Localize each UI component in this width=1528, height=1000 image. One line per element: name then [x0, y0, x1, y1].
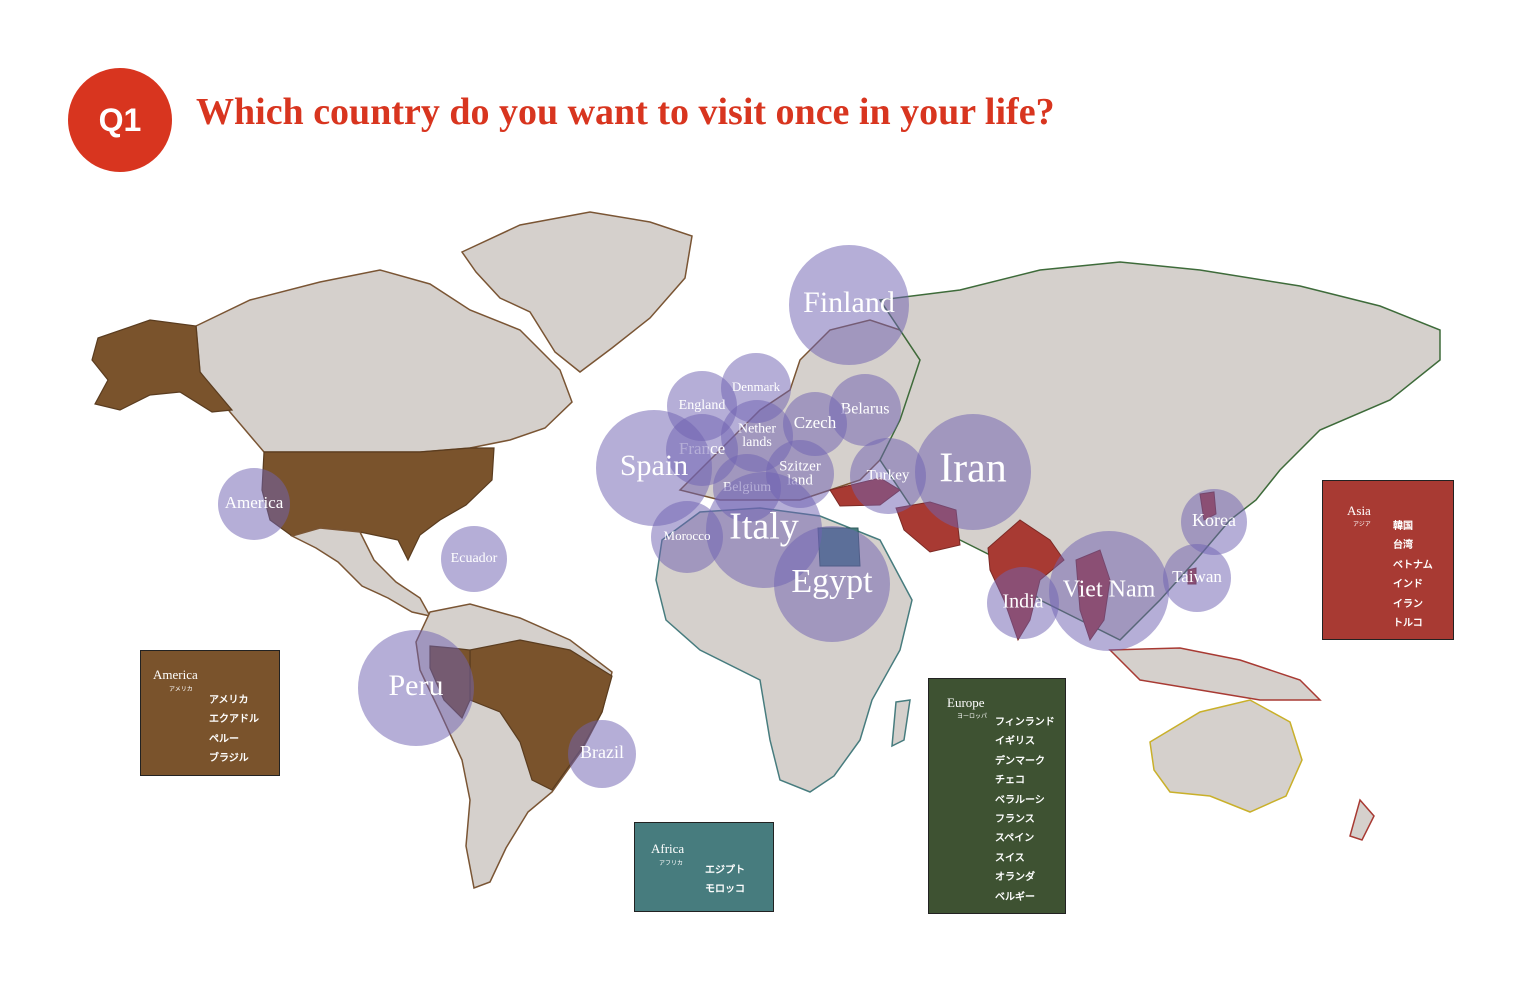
legend-item: スペイン	[995, 833, 1035, 845]
bubble-label-taiwan: Taiwan	[1172, 567, 1222, 586]
bubble-taiwan	[1163, 544, 1231, 612]
bubble-label-denmark: Denmark	[732, 379, 781, 394]
legend-item: ベルギー	[995, 891, 1035, 903]
bubble-label-spain: Spain	[620, 449, 688, 482]
bubble-label-nether-lands: Nether lands	[738, 422, 776, 450]
bubble-label-india: India	[1002, 591, 1043, 613]
legend-europe-list: フィンランド イギリス デンマーク チェコ ベラルーシ フランス スペイン スイ…	[995, 713, 1055, 907]
legend-item: モロッコ	[705, 884, 745, 896]
legend-america-list: アメリカ エクアドル ペルー ブラジル	[209, 691, 259, 769]
legend-america: America アメリカ アメリカ エクアドル ペルー ブラジル	[140, 650, 280, 776]
bubble-belarus	[829, 374, 901, 446]
bubble-label-ecuador: Ecuador	[451, 551, 498, 566]
bubble-label-brazil: Brazil	[580, 742, 624, 762]
bubble-label-finland: Finland	[803, 286, 895, 319]
legend-america-title: America	[153, 667, 198, 682]
legend-item: ブラジル	[209, 753, 249, 765]
legend-europe-title: Europe	[947, 695, 985, 710]
legend-asia-subtitle: アジア	[1353, 521, 1371, 528]
legend-item: イギリス	[995, 736, 1035, 748]
bubble-ecuador	[441, 526, 507, 592]
legend-item: チェコ	[995, 775, 1025, 787]
bubble-morocco	[651, 501, 723, 573]
usa	[261, 447, 495, 562]
bubble-label-peru: Peru	[389, 669, 444, 702]
bubble-label-morocco: Morocco	[664, 528, 711, 543]
greenland	[460, 211, 693, 373]
legend-item: スイス	[995, 852, 1025, 864]
bubble-america	[218, 468, 290, 540]
bubble-turkey	[850, 438, 926, 514]
bubble-label-belarus: Belarus	[841, 401, 890, 418]
bubble-peru	[358, 630, 474, 746]
legend-africa-list: エジプト モロッコ	[705, 861, 745, 900]
legend-europe-subtitle: ヨーロッパ	[957, 713, 988, 720]
legend-africa-title: Africa	[651, 841, 685, 856]
legend-item: オランダ	[995, 872, 1035, 884]
legend-america-subtitle: アメリカ	[169, 686, 193, 693]
madagascar	[891, 699, 911, 748]
indonesia	[1108, 647, 1322, 701]
legend-africa: Africa アフリカ エジプト モロッコ	[634, 822, 774, 912]
legend-asia: Asia アジア 韓国 台湾 ベトナム インド イラン トルコ	[1322, 480, 1454, 640]
legend-europe: Europe ヨーロッパ フィンランド イギリス デンマーク チェコ ベラルーシ…	[928, 678, 1066, 914]
legend-item: エクアドル	[209, 714, 259, 726]
bubble-label-czech: Czech	[794, 413, 837, 432]
canada	[195, 269, 573, 453]
bubble-label-viet-nam: Viet Nam	[1063, 577, 1156, 603]
bubble-label-america: America	[225, 493, 284, 512]
australia	[1149, 699, 1303, 813]
legend-item: ベトナム	[1393, 559, 1433, 571]
legend-item: インド	[1393, 579, 1423, 591]
legend-asia-title: Asia	[1347, 503, 1371, 518]
bubble-label-egypt: Egypt	[791, 563, 873, 600]
legend-asia-list: 韓国 台湾 ベトナム インド イラン トルコ	[1393, 517, 1433, 633]
bubble-label-turkey: Turkey	[867, 467, 910, 483]
bubble-egypt	[774, 526, 890, 642]
bubble-label-korea: Korea	[1192, 510, 1236, 530]
question-badge: Q1	[68, 68, 172, 172]
alaska	[91, 319, 234, 413]
bubble-iran	[915, 414, 1031, 530]
bubble-brazil	[568, 720, 636, 788]
legend-africa-subtitle: アフリカ	[659, 860, 684, 867]
legend-item: トルコ	[1393, 617, 1423, 629]
new-zealand	[1349, 798, 1375, 841]
bubble-label-italy: Italy	[729, 506, 799, 548]
bubble-label-iran: Iran	[939, 446, 1007, 492]
bubble-korea	[1181, 489, 1247, 555]
legend-item: 韓国	[1393, 521, 1413, 532]
legend-item: ベラルーシ	[995, 794, 1045, 806]
bubble-czech	[783, 392, 847, 456]
bubble-viet-nam	[1049, 531, 1169, 651]
bubble-india	[987, 567, 1059, 639]
page-title: Which country do you want to visit once …	[196, 91, 1055, 133]
legend-item: エジプト	[705, 865, 745, 876]
bubble-spain	[596, 410, 712, 526]
bubble-finland	[789, 245, 909, 365]
legend-item: デンマーク	[995, 755, 1045, 767]
legend-item: フィンランド	[995, 717, 1055, 728]
bubble-label-england: England	[679, 398, 726, 413]
legend-item: イラン	[1393, 598, 1423, 610]
legend-item: 台湾	[1393, 540, 1413, 552]
legend-item: アメリカ	[209, 695, 249, 706]
legend-item: ペルー	[209, 733, 239, 745]
legend-item: フランス	[995, 813, 1035, 825]
